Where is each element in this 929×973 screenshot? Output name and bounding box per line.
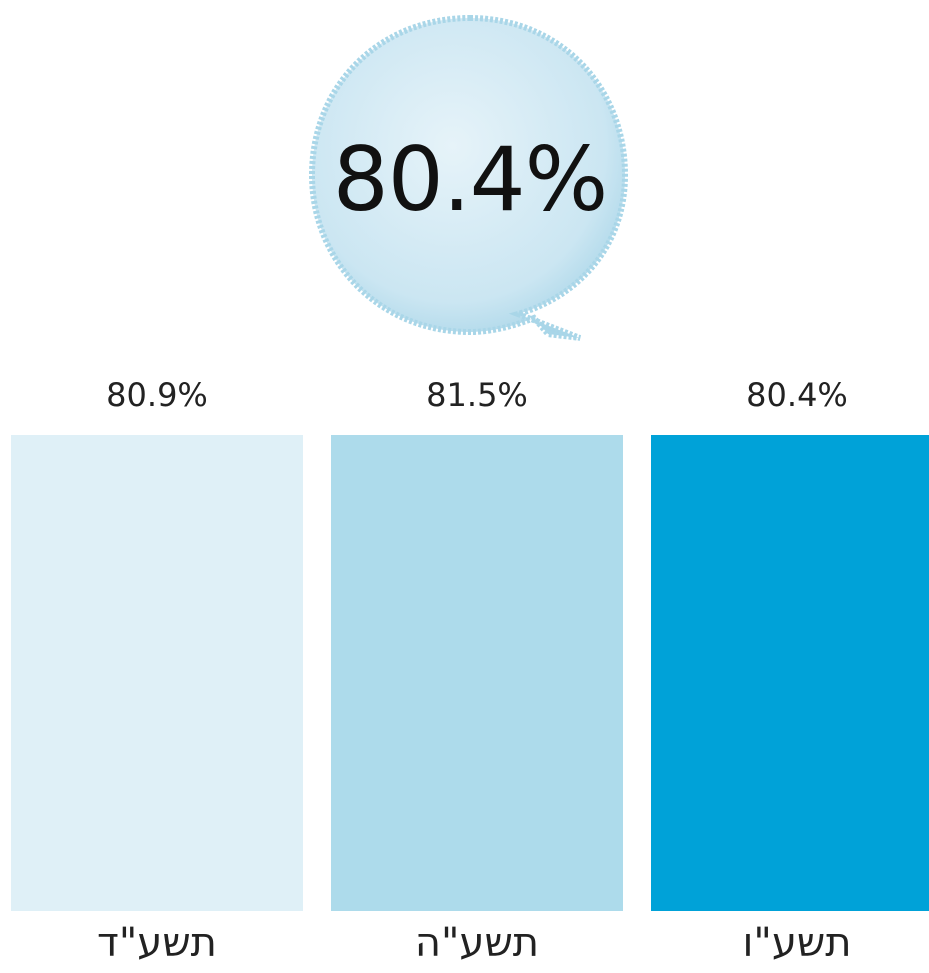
category-label: תשע"ו xyxy=(742,920,852,966)
bar xyxy=(651,435,929,911)
headline-value: 80.4% xyxy=(332,128,609,231)
bar-value-label: 81.5% xyxy=(426,376,528,414)
category-label: תשע"ד xyxy=(97,920,217,966)
speech-bubble-icon xyxy=(308,14,629,341)
headline-bubble: 80.4% xyxy=(280,0,640,360)
bar xyxy=(11,435,303,911)
category-label: תשע"ה xyxy=(414,920,540,966)
bar-value-label: 80.9% xyxy=(106,376,208,414)
bar xyxy=(331,435,623,911)
bar-value-label: 80.4% xyxy=(746,376,848,414)
